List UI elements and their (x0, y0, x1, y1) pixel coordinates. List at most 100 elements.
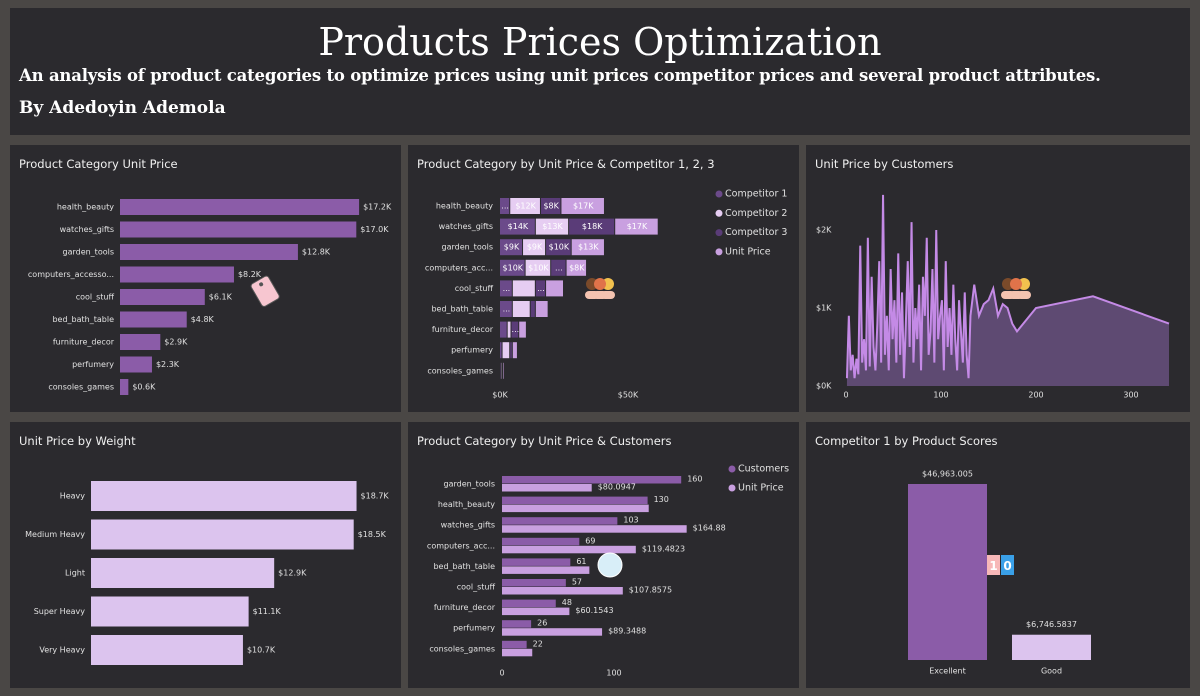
category-label: bed_bath_table (52, 315, 114, 324)
segment-label: $8K (569, 263, 585, 272)
people-group-icon (1001, 278, 1031, 299)
data-label: $17.2K (363, 203, 392, 212)
people-circle-icon (597, 552, 623, 578)
legend-marker (715, 190, 723, 198)
data-label: $8.2K (238, 270, 262, 279)
bar (91, 558, 275, 588)
segment-label: $9K (527, 243, 543, 252)
data-label: 57 (572, 578, 582, 587)
category-label: Super Heavy (34, 607, 86, 616)
bar-segment (500, 198, 510, 214)
segment-label: $8K (543, 202, 559, 211)
x-tick: 100 (933, 391, 948, 400)
bar-segment (561, 198, 604, 214)
bar (502, 579, 566, 587)
bar (502, 628, 603, 636)
category-label: consoles_games (48, 383, 114, 392)
segment-label: $17K (627, 222, 648, 231)
bar (120, 199, 360, 215)
data-label: $2.9K (164, 338, 188, 347)
segment-label: $10K (549, 243, 570, 252)
category-label: cool_stuff (76, 293, 115, 302)
bar-segment (500, 259, 525, 276)
bar (502, 476, 682, 484)
bar-segment (512, 301, 530, 317)
category-label: health_beauty (436, 202, 493, 211)
column (1012, 634, 1091, 660)
bar-segment (512, 280, 535, 297)
segment-label: $13K (578, 243, 599, 252)
segment-label: $12K (515, 202, 536, 211)
panel-category-competitors[interactable]: Product Category by Unit Price & Competi… (408, 145, 799, 412)
y-tick: $2K (816, 226, 832, 235)
data-label: $2.3K (156, 360, 180, 369)
legend-marker (715, 248, 723, 256)
bar (502, 648, 533, 657)
bar-segment (546, 239, 571, 256)
panel-category-unit-price[interactable]: Product Category Unit Price health_beauty… (10, 145, 401, 412)
panel-competitor-scores[interactable]: Competitor 1 by Product Scores $46,963.00… (806, 422, 1190, 688)
data-label: $10.7K (247, 646, 276, 655)
data-label: $60.1543 (575, 606, 613, 615)
bar-segment (500, 280, 512, 297)
page-subtitle: An analysis of product categories to opt… (19, 66, 1101, 85)
header-panel: Products Prices Optimization An analysis… (10, 8, 1190, 135)
bar (91, 596, 249, 627)
category-label: garden_tools (62, 248, 114, 257)
legend-label: Competitor 2 (725, 208, 787, 219)
category-label: cool_stuff (457, 583, 496, 592)
panel-category-customers[interactable]: Product Category by Unit Price & Custome… (408, 422, 799, 688)
x-tick: 100 (606, 669, 621, 678)
bar-segment (525, 259, 551, 276)
data-label: $80.0947 (598, 483, 636, 492)
bar-segment (569, 218, 615, 235)
data-label: 61 (576, 557, 586, 566)
legend-marker (715, 229, 723, 237)
data-label: 103 (623, 516, 638, 525)
legend-marker (728, 465, 736, 473)
panel-unit-price-customers[interactable]: Unit Price by Customers $0K $1K $2K 0 100 200 3… (806, 145, 1190, 412)
scores-column-chart: $46,963.005 Excellent $6,746.5837 Good 1 0 (908, 470, 1091, 676)
legend-marker (715, 209, 723, 217)
data-label: $18.5K (358, 530, 387, 539)
category-label: Excellent (929, 667, 966, 676)
bar-segment (540, 198, 561, 214)
price-tag-hole (259, 282, 264, 287)
bar-segment (511, 321, 519, 338)
calendar-page (1001, 555, 1014, 575)
data-label: 130 (654, 495, 669, 504)
page-title: Products Prices Optimization (318, 20, 882, 64)
data-label: $119.4823 (642, 544, 685, 553)
chart-title: Product Category Unit Price (19, 157, 178, 171)
bar-segment (510, 198, 540, 214)
segment-label: ... (501, 202, 509, 211)
bar-segment (500, 301, 512, 317)
category-label: perfumery (451, 346, 493, 355)
data-label: $6.1K (209, 293, 233, 302)
bar (502, 640, 527, 649)
panel-unit-price-weight[interactable]: Unit Price by Weight Heavy $18.7K Medium He… (10, 422, 401, 688)
category-label: Good (1041, 667, 1062, 676)
unit-price-area-chart: $0K $1K $2K 0 100 200 300 (816, 194, 1170, 400)
bar-segment (523, 239, 546, 256)
bar (502, 496, 648, 505)
bar (120, 334, 161, 350)
chart-title: Competitor 1 by Product Scores (815, 434, 998, 448)
category-label: cool_stuff (455, 284, 494, 293)
bar-segment (571, 239, 604, 256)
category-label: bed_bath_table (433, 562, 495, 571)
data-label: 160 (687, 475, 702, 484)
bar-segment (615, 218, 658, 235)
segment-label: ... (512, 325, 520, 334)
category-label: perfumery (453, 624, 495, 633)
category-label: Heavy (60, 492, 86, 501)
segment-label: $10K (528, 263, 549, 272)
data-label: $4.8K (191, 315, 215, 324)
category-unit-price-chart: health_beauty $17.2K watches_gifts $17.0K ga… (28, 199, 392, 395)
bar-segment (510, 342, 512, 359)
data-label: $11.1K (253, 607, 282, 616)
bar-segment (502, 342, 510, 359)
bar (502, 620, 532, 628)
data-label: $12.8K (302, 248, 331, 257)
